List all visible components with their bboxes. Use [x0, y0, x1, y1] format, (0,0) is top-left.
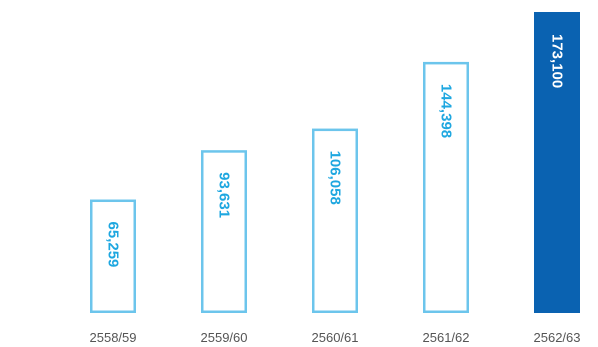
value-labels-group: 65,259 93,631 106,058 144,398 173,100: [105, 34, 566, 267]
bar-value-label: 106,058: [327, 151, 344, 205]
bar-value-label: 173,100: [549, 34, 566, 88]
bar-2558-59: [90, 199, 136, 313]
bar-value-label: 93,631: [216, 172, 233, 218]
category-label: 2561/62: [423, 330, 470, 345]
bar-value-label: 144,398: [438, 84, 455, 138]
category-label: 2562/63: [534, 330, 581, 345]
category-label: 2558/59: [90, 330, 137, 345]
bars-group: [90, 12, 580, 313]
bar-2561-62: [423, 61, 469, 313]
category-label: 2560/61: [312, 330, 359, 345]
bar-2562-63: [534, 12, 580, 313]
bar-value-label: 65,259: [105, 222, 122, 268]
category-label: 2559/60: [201, 330, 248, 345]
category-labels-group: 2558/59 2559/60 2560/61 2561/62 2562/63: [90, 330, 581, 345]
bar-2559-60: [201, 150, 247, 313]
bar-2560-61: [312, 128, 358, 313]
